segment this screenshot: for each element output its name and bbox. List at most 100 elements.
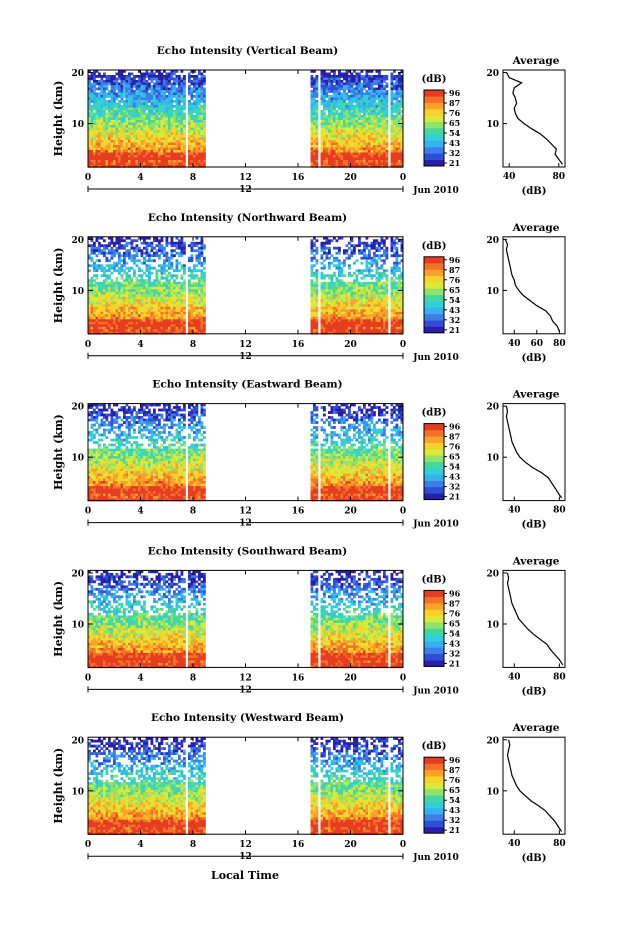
colorbar-swatch (424, 115, 444, 122)
x-tick-label: 0 (85, 507, 91, 517)
colorbar-swatch (424, 634, 444, 642)
colorbar-tick-label: 54 (449, 295, 461, 305)
day-label: 12 (239, 519, 252, 529)
colorbar-swatch (424, 776, 444, 783)
average-profile-line (506, 739, 563, 832)
average-profile-line (505, 406, 563, 499)
y-tick-label: 10 (71, 454, 84, 464)
colorbar-swatch (424, 622, 444, 629)
x-tick-label: 16 (292, 173, 305, 183)
colorbar-tick-label: 32 (449, 315, 460, 325)
colorbar-swatch (424, 294, 444, 302)
y-tick-label: 20 (71, 403, 84, 413)
colorbar-swatch (424, 474, 444, 481)
average-frame (502, 69, 566, 168)
heatmap (88, 570, 404, 669)
average-frame (502, 236, 566, 335)
colorbar-tick-label: 76 (449, 775, 461, 785)
colorbar-tick-label: 65 (449, 785, 460, 795)
x-tick-label: 0 (85, 340, 91, 350)
colorbar-swatch (424, 615, 444, 623)
average-title: Average (512, 722, 560, 734)
x-tick-label: 16 (292, 507, 305, 517)
colorbar-swatch (424, 269, 444, 277)
colorbar-tick-label: 21 (449, 658, 460, 668)
average-y-tick-label: 20 (486, 403, 499, 413)
heatmap (88, 70, 404, 168)
colorbar-swatch (424, 140, 444, 148)
x-tick-label: 0 (400, 173, 406, 183)
colorbar-tick-label: 87 (449, 765, 460, 775)
average-title: Average (512, 55, 560, 67)
average-y-tick-label: 20 (486, 69, 499, 79)
x-tick-label: 0 (85, 673, 91, 683)
average-y-tick-label: 10 (486, 120, 499, 130)
colorbar-swatch (424, 301, 444, 308)
x-tick-label: 16 (292, 840, 305, 850)
date-label: Jun 2010 (412, 853, 459, 863)
colorbar-tick-label: 21 (449, 492, 460, 502)
colorbar-swatch (424, 263, 444, 270)
colorbar-swatch (424, 603, 444, 610)
y-axis-label: Height (km) (52, 748, 65, 824)
average-x-label: (dB) (522, 686, 547, 697)
panel-title: Echo Intensity (Vertical Beam) (157, 45, 338, 57)
panel-1: Echo Intensity (Vertical Beam) 0 4 8 12 16 20 0… (52, 45, 566, 197)
colorbar-unit: (dB) (422, 408, 447, 419)
average-x-tick-label: 40 (508, 672, 521, 682)
colorbar-swatch (424, 647, 444, 655)
colorbar-tick-label: 96 (449, 588, 461, 598)
colorbar-tick-label: 76 (449, 275, 461, 285)
x-tick-label: 12 (239, 173, 252, 183)
colorbar-tick-label: 43 (449, 138, 461, 148)
colorbar-unit: (dB) (422, 741, 447, 752)
day-label: 12 (239, 352, 252, 362)
average-y-tick-label: 20 (486, 569, 499, 579)
y-axis-label: Height (km) (52, 581, 65, 657)
colorbar-tick-label: 54 (449, 128, 461, 138)
colorbar-unit: (dB) (422, 574, 447, 585)
colorbar-unit: (dB) (422, 241, 447, 252)
colorbar-tick-label: 43 (449, 638, 461, 648)
average-x-tick-label: 40 (508, 506, 521, 516)
colorbar-swatch (424, 455, 444, 462)
y-tick-label: 10 (71, 120, 84, 130)
colorbar-tick-label: 43 (449, 472, 461, 482)
colorbar-tick-label: 21 (449, 158, 460, 168)
y-axis-label: Height (km) (52, 247, 65, 323)
x-tick-label: 0 (400, 507, 406, 517)
average-profile-line (506, 572, 564, 666)
colorbar-unit: (dB) (422, 74, 447, 85)
colorbar-swatch (424, 596, 444, 604)
colorbar-swatch (424, 801, 444, 809)
colorbar-swatch (424, 467, 444, 475)
average-profile-line (504, 239, 560, 332)
average-y-tick-label: 10 (486, 621, 499, 631)
colorbar-tick-label: 43 (449, 305, 461, 315)
colorbar-tick-label: 76 (449, 442, 461, 452)
date-label: Jun 2010 (412, 686, 459, 696)
colorbar-tick-label: 87 (449, 98, 460, 108)
colorbar-swatch (424, 826, 444, 834)
average-x-tick-label: 80 (553, 172, 566, 182)
colorbar-swatch (424, 757, 444, 764)
x-tick-label: 4 (137, 340, 143, 350)
panel-title: Echo Intensity (Westward Beam) (151, 712, 344, 724)
heatmap (88, 403, 404, 502)
heatmap (88, 236, 404, 335)
average-x-label: (dB) (522, 186, 547, 197)
colorbar-swatch (424, 782, 444, 790)
colorbar-tick-label: 32 (449, 482, 460, 492)
colorbar-swatch (424, 121, 444, 129)
x-tick-label: 0 (400, 840, 406, 850)
panel-title: Echo Intensity (Southward Beam) (148, 545, 347, 557)
average-x-label: (dB) (522, 853, 547, 864)
y-tick-label: 20 (71, 569, 84, 579)
average-y-tick-label: 10 (486, 787, 499, 797)
colorbar-swatch (424, 288, 444, 296)
day-label: 12 (239, 852, 252, 862)
colorbar-swatch (424, 147, 444, 154)
average-x-tick-label: 40 (508, 339, 521, 349)
average-x-tick-label: 80 (553, 506, 566, 516)
colorbar-tick-label: 21 (449, 325, 460, 335)
